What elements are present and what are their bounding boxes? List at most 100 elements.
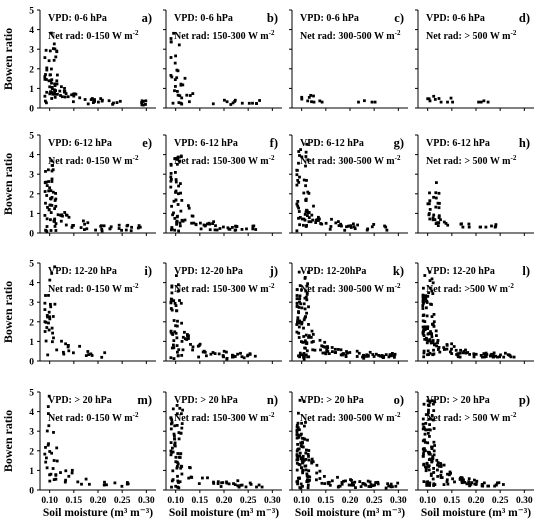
data-point — [86, 102, 90, 106]
data-point — [342, 352, 345, 355]
data-point — [58, 89, 62, 93]
data-point — [330, 346, 334, 349]
data-point — [144, 99, 148, 103]
data-point — [481, 355, 484, 359]
data-point — [43, 308, 47, 311]
panel-net-rad-label: Net rad: 0-150 W m-2 — [48, 29, 139, 42]
y-tick-label: 0 — [29, 487, 34, 497]
data-point — [206, 222, 209, 226]
data-point — [307, 323, 310, 326]
data-point — [429, 474, 433, 477]
data-point — [306, 478, 309, 482]
data-point — [130, 225, 133, 229]
data-point — [301, 441, 304, 445]
data-point — [382, 356, 385, 359]
data-point — [48, 450, 52, 453]
data-point — [498, 355, 501, 359]
data-point — [185, 93, 189, 97]
data-point — [172, 343, 175, 347]
data-point — [45, 90, 49, 94]
data-point — [431, 292, 435, 295]
panel-vpd-label: VPD: > 20 hPa — [174, 395, 238, 406]
data-point — [176, 479, 180, 483]
data-point — [296, 482, 299, 486]
data-point — [301, 445, 305, 449]
data-point — [297, 336, 301, 339]
data-point — [199, 221, 202, 225]
data-point — [461, 351, 465, 355]
data-point — [307, 270, 310, 274]
data-point — [188, 94, 192, 97]
data-point — [445, 343, 449, 346]
data-point — [392, 354, 396, 358]
data-point — [363, 99, 366, 103]
data-point — [428, 286, 432, 290]
x-axis-label: Soil moisture (m³ m⁻³) — [43, 507, 153, 519]
data-point — [231, 353, 234, 357]
data-point — [449, 96, 453, 100]
data-point — [180, 426, 184, 430]
data-point — [318, 99, 322, 103]
data-point — [236, 479, 240, 483]
data-point — [426, 349, 430, 353]
data-point — [179, 466, 183, 470]
data-point — [70, 226, 74, 229]
data-point — [490, 224, 493, 228]
data-point — [72, 100, 75, 104]
data-point — [175, 76, 179, 80]
y-tick-label: 4 — [29, 26, 34, 36]
data-point — [72, 92, 75, 96]
data-point — [86, 221, 90, 225]
data-point — [432, 94, 436, 98]
data-point — [304, 468, 308, 472]
data-point — [118, 99, 122, 103]
data-point — [48, 315, 51, 319]
data-point — [188, 466, 192, 470]
data-point — [177, 348, 181, 352]
data-point — [63, 211, 67, 214]
data-point — [300, 421, 303, 425]
data-point — [312, 340, 315, 343]
data-point — [187, 206, 191, 210]
data-point — [120, 484, 124, 488]
data-point — [55, 348, 59, 352]
data-point — [102, 483, 106, 487]
data-point — [374, 352, 378, 356]
data-point — [50, 326, 54, 330]
data-point — [443, 348, 446, 351]
data-point — [225, 100, 229, 104]
panel-net-rad-label: Net rad: 150-300 W m-2 — [174, 411, 275, 424]
data-point — [428, 191, 431, 195]
data-point — [428, 452, 432, 456]
data-point — [50, 91, 54, 94]
data-point — [255, 485, 258, 489]
data-point — [323, 340, 327, 344]
panel-letter: n) — [267, 393, 278, 407]
data-point — [366, 354, 370, 357]
data-point — [429, 472, 433, 476]
data-point — [339, 348, 343, 352]
panel-net-rad-label: Net rad: > 500 W m-2 — [426, 29, 517, 42]
panel-net-rad-label: Net rad: >500 W m-2 — [426, 282, 514, 295]
data-point — [191, 92, 195, 95]
data-point — [431, 418, 435, 422]
data-point — [97, 100, 100, 104]
data-point — [51, 190, 55, 194]
y-axis-label: Bowen ratio — [1, 410, 15, 472]
data-point — [456, 352, 460, 356]
data-point — [47, 59, 51, 63]
data-point — [198, 342, 202, 346]
data-point — [169, 172, 173, 175]
data-point — [436, 341, 439, 345]
data-point — [109, 225, 113, 229]
data-point — [49, 302, 52, 306]
data-point — [175, 460, 179, 464]
data-point — [446, 223, 450, 227]
data-point — [426, 332, 430, 336]
y-tick-label: 1 — [29, 85, 34, 95]
data-point — [323, 345, 327, 349]
data-point — [423, 320, 427, 323]
data-point — [178, 94, 182, 98]
data-point — [176, 93, 180, 97]
data-point — [437, 97, 441, 100]
